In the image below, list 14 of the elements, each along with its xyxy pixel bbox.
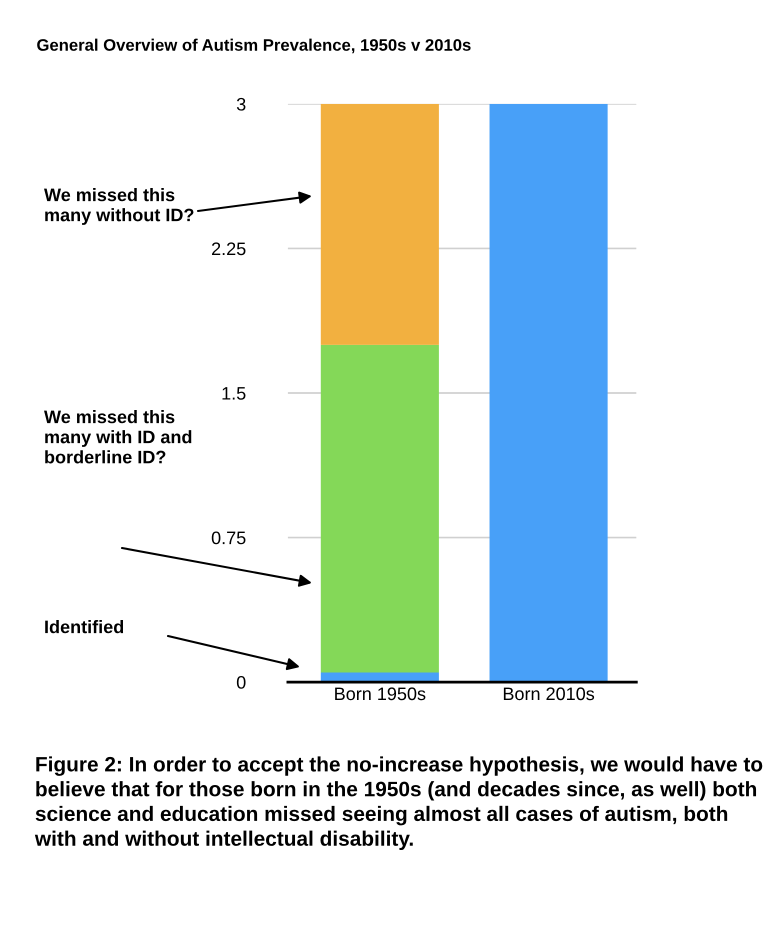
y-tick-label: 2.25 xyxy=(212,242,246,256)
y-tick-label: 0.75 xyxy=(212,531,246,544)
x-tick-label: Born 1950s xyxy=(335,687,426,700)
bar xyxy=(320,344,439,672)
text: We missed this many without ID? xyxy=(44,188,194,225)
y-tick-label: 3 xyxy=(236,98,246,111)
y-tick-label: 1.5 xyxy=(222,387,246,400)
caption: Figure 2: In order to accept the no-increase hypothesis, we would have to believe that for those born in the 1950s (and decades since, as well) both science and education missed seeing almost all cases of autism, both with and without intellectual disability. xyxy=(34,756,762,850)
bar xyxy=(320,104,439,345)
chart-title: General Overview of Autism Prevalence, 1950s v 2010s xyxy=(37,38,471,54)
text: Identified xyxy=(45,620,124,634)
y-tick-label: 0 xyxy=(236,676,246,689)
x-tick-label: Born 2010s xyxy=(504,687,594,700)
text: We missed this many with ID and borderline ID? xyxy=(44,410,192,464)
